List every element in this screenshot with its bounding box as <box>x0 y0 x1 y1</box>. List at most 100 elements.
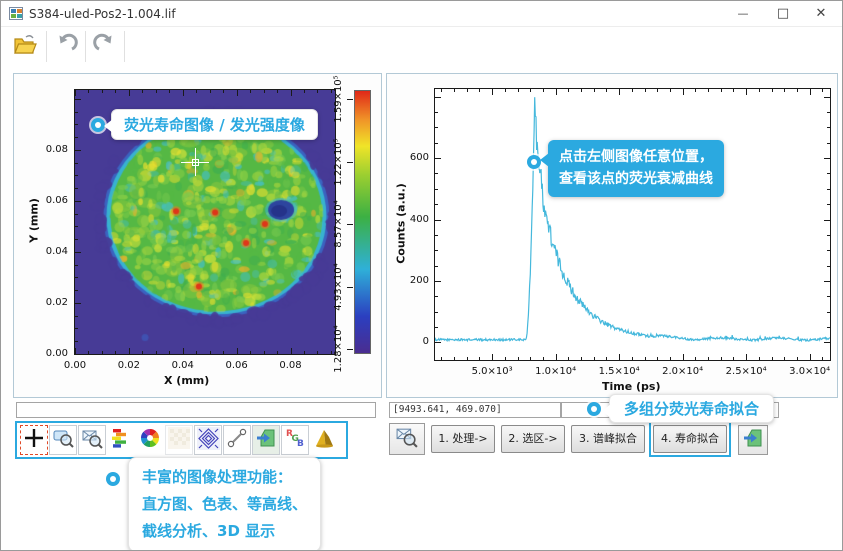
tick-mark <box>784 357 786 360</box>
color-wheel-button[interactable] <box>136 425 164 455</box>
tick-mark <box>555 89 557 95</box>
tick-mark <box>75 302 81 304</box>
crosshair-tool-button[interactable] <box>20 425 48 455</box>
cursor-crosshair <box>191 158 199 166</box>
tick-mark <box>75 264 78 266</box>
tick-mark <box>435 234 438 236</box>
tick-mark <box>669 89 671 92</box>
maximize-button[interactable]: □ <box>776 6 790 21</box>
tick-label: 0.02 <box>45 296 68 308</box>
tick-mark <box>435 296 438 298</box>
tick-mark <box>128 90 130 96</box>
decay-xaxis-title: Time (ps) <box>602 380 661 393</box>
tick-mark <box>435 204 438 206</box>
color-table-icon <box>110 427 132 453</box>
tick-mark <box>236 90 238 96</box>
tick-mark <box>115 90 117 93</box>
colorbar-label: 1.28×10⁴ <box>333 325 344 373</box>
document-icon <box>9 7 23 20</box>
tick-label: 0.04 <box>45 245 68 257</box>
color-table-button[interactable] <box>107 425 135 455</box>
zoom-reset-button[interactable] <box>78 425 106 455</box>
tick-label: 0.04 <box>171 360 194 371</box>
tick-mark <box>317 351 319 354</box>
peak-fit-step-button[interactable]: 3. 谱峰拟合 <box>571 425 645 453</box>
tick-mark <box>827 311 830 313</box>
tick-mark <box>75 315 78 317</box>
tick-mark <box>101 90 103 93</box>
cursor-crosshair <box>194 147 196 176</box>
tick-mark <box>250 351 252 354</box>
tick-mark <box>796 357 798 360</box>
tick-mark <box>75 251 81 253</box>
tick-label: 0.00 <box>63 360 87 371</box>
left-status-field[interactable] <box>16 402 376 418</box>
histogram-button[interactable] <box>165 425 193 455</box>
tick-mark <box>236 348 238 354</box>
redo-button[interactable] <box>87 30 123 63</box>
contour-button[interactable] <box>194 425 222 455</box>
main-toolbar <box>1 28 842 65</box>
surface-3d-button[interactable] <box>310 425 338 455</box>
tick-mark <box>330 351 332 354</box>
tick-mark <box>75 341 78 343</box>
tick-mark <box>708 357 710 360</box>
close-button[interactable]: ✕ <box>815 6 827 21</box>
tick-label: 0.08 <box>45 143 68 155</box>
open-file-button[interactable] <box>7 30 43 63</box>
tick-mark <box>542 357 544 360</box>
tick-mark <box>435 250 438 252</box>
colorbar <box>354 90 371 354</box>
tick-mark <box>746 89 748 95</box>
tick-mark <box>631 89 633 92</box>
tick-mark <box>530 89 532 92</box>
zoom-region-icon <box>52 427 75 454</box>
tick-label: 200 <box>409 275 429 287</box>
tick-mark <box>277 90 279 93</box>
tick-mark <box>492 354 494 360</box>
tick-mark <box>822 357 824 360</box>
tick-mark <box>441 357 443 360</box>
line-profile-icon <box>226 427 248 453</box>
tick-mark <box>796 89 798 92</box>
zoom-reset-envelope-icon <box>81 427 104 454</box>
tick-mark <box>75 175 78 177</box>
tick-mark <box>142 90 144 93</box>
callout-features-line3: 截线分析、3D 显示 <box>142 522 276 540</box>
tick-mark <box>720 357 722 360</box>
tick-mark <box>479 357 481 360</box>
process-step-button[interactable]: 1. 处理-> <box>431 425 495 453</box>
lifetime-fit-highlight: 4. 寿命拟合 <box>649 421 731 457</box>
tick-mark <box>75 239 78 241</box>
tick-mark <box>644 89 646 92</box>
zoom-reset-button-right[interactable] <box>389 423 425 455</box>
process-image-button[interactable] <box>252 425 280 455</box>
tick-mark <box>657 89 659 92</box>
tick-mark <box>517 357 519 360</box>
tick-mark <box>809 354 811 360</box>
callout-image: 荧光寿命图像 / 发光强度像 <box>104 109 318 140</box>
tick-mark <box>435 96 441 98</box>
tick-mark <box>317 90 319 93</box>
callout-features: 丰富的图像处理功能： 直方图、色表、等高线、 截线分析、3D 显示 <box>128 457 322 550</box>
tick-mark <box>822 89 824 92</box>
tick-mark <box>435 219 441 221</box>
run-process-button[interactable] <box>738 425 768 455</box>
tick-mark <box>720 89 722 92</box>
tick-mark <box>644 357 646 360</box>
undo-button[interactable] <box>48 30 84 63</box>
cursor-coords-field[interactable]: [9493.641, 469.070] <box>389 402 561 418</box>
tick-mark <box>435 127 438 129</box>
zoom-region-button[interactable] <box>49 425 77 455</box>
tick-mark <box>435 158 441 160</box>
lifetime-fit-step-button[interactable]: 4. 寿命拟合 <box>653 425 727 453</box>
select-region-step-button[interactable]: 2. 选区-> <box>501 425 565 453</box>
titlebar: S384-uled-Pos2-1.004.lif — □ ✕ <box>1 1 842 27</box>
tick-mark <box>196 90 198 93</box>
minimize-button[interactable]: — <box>737 7 749 20</box>
line-profile-button[interactable] <box>223 425 251 455</box>
tick-mark <box>568 357 570 360</box>
tick-mark <box>441 89 443 92</box>
tick-mark <box>824 219 830 221</box>
